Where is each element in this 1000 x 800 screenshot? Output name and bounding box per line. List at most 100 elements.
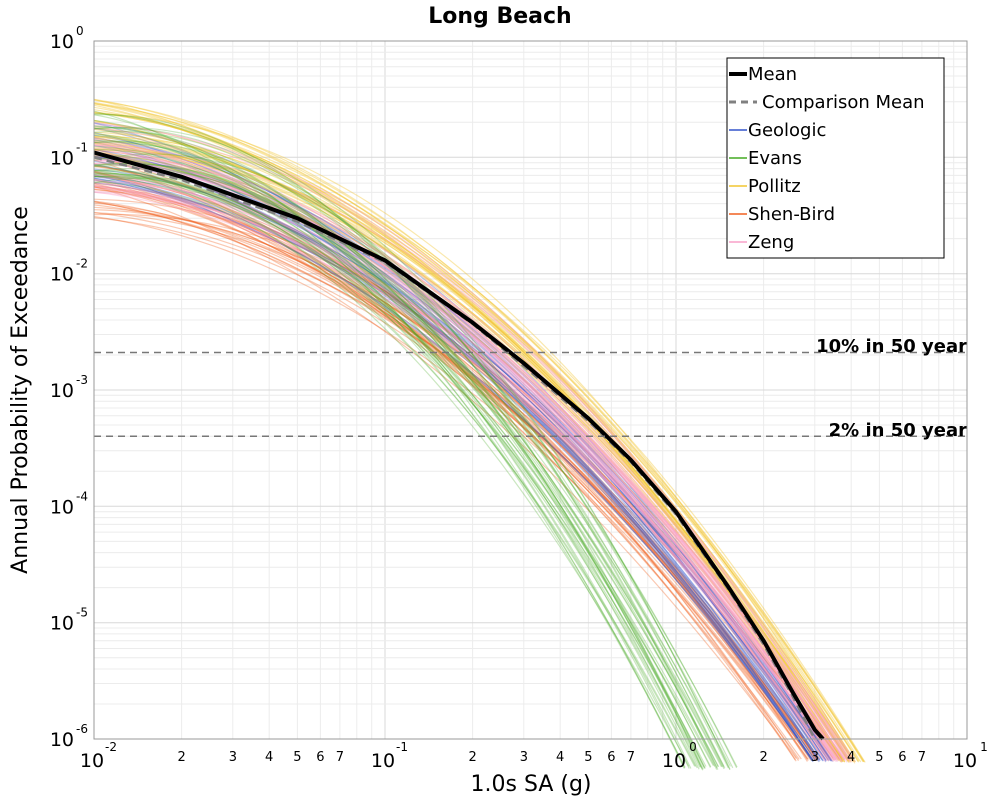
curve-zeng	[93, 147, 838, 761]
x-minor-tick-label: 7	[627, 750, 635, 765]
curve-pollitz	[93, 138, 846, 762]
curve-geologic	[93, 157, 824, 762]
curve-zeng	[93, 190, 851, 761]
x-minor-tick-label: 7	[336, 750, 344, 765]
curve-zeng	[93, 122, 853, 763]
curve-pollitz	[93, 99, 862, 763]
curve-zeng	[93, 175, 836, 761]
curve-shen-bird	[93, 163, 813, 761]
reference-label: 10% in 50 year	[816, 336, 967, 357]
curve-zeng	[93, 171, 826, 761]
curve-zeng	[93, 183, 837, 760]
curve-zeng	[93, 162, 839, 762]
curve-evans	[93, 125, 738, 768]
y-tick-label: 10	[50, 496, 74, 518]
curve-evans	[93, 172, 686, 769]
curve-zeng	[93, 162, 837, 762]
curve-shen-bird	[93, 183, 825, 760]
x-minor-tick-label: 7	[918, 750, 926, 765]
curve-shen-bird	[93, 212, 843, 759]
curve-evans	[93, 148, 711, 768]
curve-shen-bird	[93, 154, 808, 760]
curve-evans	[93, 141, 703, 770]
curve-geologic	[93, 177, 814, 760]
curve-evans	[93, 163, 726, 769]
curve-zeng	[93, 185, 838, 760]
y-tick-label: 10	[50, 264, 74, 286]
curve-zeng	[93, 138, 828, 762]
curve-evans	[93, 165, 696, 767]
series-geologic	[93, 122, 834, 763]
curve-pollitz	[93, 143, 850, 761]
curve-evans	[93, 175, 712, 768]
legend: Mean Comparison Mean Geologic Evans Pollitz S…	[726, 57, 945, 259]
curve-shen-bird	[93, 155, 820, 760]
x-tick-label: 10	[662, 750, 686, 772]
y-tick-label: 10	[50, 380, 74, 402]
curve-zeng	[93, 142, 850, 761]
curve-zeng	[93, 144, 838, 763]
y-axis-label: Annual Probability of Exceedance	[8, 206, 33, 574]
reference-lines: 10% in 50 year 2% in 50 year	[94, 336, 967, 441]
curve-pollitz	[93, 109, 859, 762]
curve-pollitz	[93, 133, 844, 763]
curve-shen-bird	[93, 186, 818, 760]
x-minor-tick-label: 5	[875, 750, 883, 765]
x-minor-tick-label: 6	[898, 750, 906, 765]
curve-pollitz	[93, 136, 839, 761]
curve-shen-bird	[93, 159, 802, 760]
curve-pollitz	[93, 111, 865, 763]
curve-shen-bird	[93, 175, 816, 762]
curve-evans	[93, 168, 729, 769]
curve-shen-bird	[93, 171, 800, 760]
legend-label: Geologic	[748, 120, 826, 141]
x-tick-label: 10	[953, 750, 977, 772]
legend-label: Evans	[748, 148, 802, 169]
y-tick-exponent: -2	[76, 257, 88, 271]
x-minor-tick-label: 4	[265, 750, 273, 765]
curve-evans	[94, 170, 702, 768]
curve-shen-bird	[93, 201, 834, 759]
curve-zeng	[93, 144, 849, 761]
curve-shen-bird	[93, 186, 797, 762]
curve-geologic	[93, 148, 827, 761]
curve-evans	[93, 158, 692, 769]
x-minor-tick-label: 2	[177, 750, 185, 765]
curve-evans	[93, 176, 716, 767]
curve-evans	[94, 114, 704, 771]
curve-evans	[93, 171, 707, 767]
legend-label: Zeng	[748, 232, 794, 253]
curve-zeng	[93, 191, 842, 761]
curve-zeng	[93, 174, 830, 761]
curve-zeng	[93, 151, 854, 760]
curve-evans	[93, 165, 718, 769]
curve-evans	[93, 181, 697, 767]
curve-pollitz	[93, 135, 866, 763]
curve-geologic	[93, 154, 834, 762]
curve-geologic	[93, 137, 820, 763]
curve-shen-bird	[93, 198, 835, 761]
curve-geologic	[93, 150, 820, 761]
x-minor-tick-label: 6	[607, 750, 615, 765]
curve-zeng	[93, 141, 837, 761]
curve-geologic	[93, 127, 825, 762]
x-minor-tick-label: 4	[556, 750, 564, 765]
curve-shen-bird	[93, 215, 812, 760]
curve-shen-bird	[93, 188, 809, 761]
x-tick-label: 10	[371, 750, 395, 772]
curve-pollitz	[93, 102, 856, 763]
curve-shen-bird	[93, 179, 812, 760]
curve-shen-bird	[93, 178, 821, 760]
curve-shen-bird	[93, 186, 797, 759]
series-shen-bird	[93, 148, 843, 762]
curve-pollitz	[93, 102, 842, 763]
curve-geologic	[93, 155, 821, 762]
curve-zeng	[93, 185, 836, 761]
curve-pollitz	[93, 128, 843, 763]
curve-shen-bird	[93, 202, 816, 761]
curve-geologic	[93, 177, 813, 761]
curve-evans	[93, 162, 704, 770]
legend-label: Mean	[748, 64, 797, 85]
curve-evans	[93, 119, 723, 768]
y-tick-exponent: 0	[76, 24, 84, 38]
